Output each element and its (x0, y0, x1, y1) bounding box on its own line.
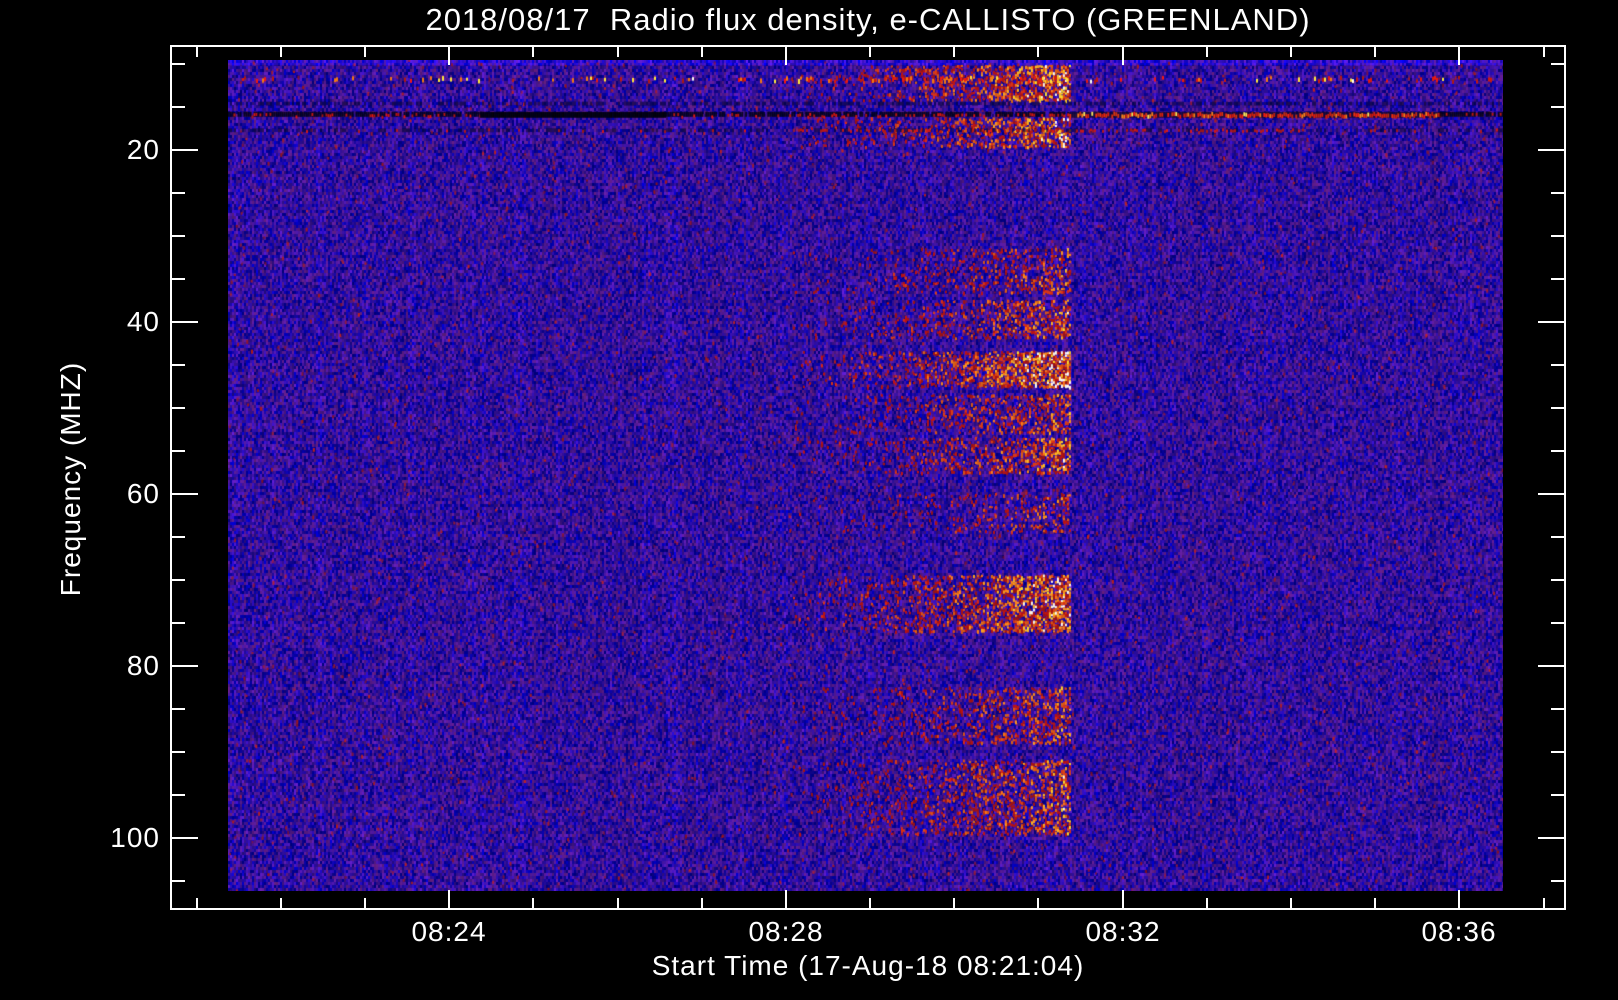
y-axis-tick (172, 665, 198, 667)
y-axis-tick (1551, 751, 1564, 753)
x-axis-tick (364, 898, 366, 908)
x-axis-tick (617, 898, 619, 908)
y-axis-tick (172, 106, 185, 108)
y-axis-tick (172, 235, 185, 237)
y-axis-title: Frequency (MHZ) (55, 361, 86, 597)
y-axis-tick (1538, 493, 1564, 495)
x-axis-tick (532, 898, 534, 908)
x-axis-tick (364, 47, 366, 57)
y-axis-tick (1538, 321, 1564, 323)
x-axis-tick (785, 890, 787, 908)
x-axis-title: Start Time (17-Aug-18 08:21:04) (651, 950, 1085, 981)
x-axis-tick (1543, 898, 1545, 908)
x-tick-label: 08:36 (1421, 916, 1497, 947)
y-tick-label: 80 (126, 650, 160, 681)
x-axis-tick (701, 898, 703, 908)
x-tick-label: 08:28 (748, 916, 824, 947)
y-axis-tick (1538, 665, 1564, 667)
x-axis-tick (1206, 898, 1208, 908)
y-axis-tick (172, 794, 185, 796)
y-axis-tick (1551, 407, 1564, 409)
y-axis-tick (172, 364, 185, 366)
y-axis-tick (172, 63, 185, 65)
x-axis-tick (1290, 47, 1292, 57)
y-axis-tick (1551, 278, 1564, 280)
x-axis-tick (701, 47, 703, 57)
x-axis-tick (617, 47, 619, 57)
x-axis-tick (1206, 47, 1208, 57)
x-axis-tick (196, 47, 198, 57)
x-tick-label: 08:24 (411, 916, 487, 947)
y-tick-label: 40 (126, 306, 160, 337)
y-axis-tick (172, 493, 198, 495)
x-axis-tick (1458, 47, 1460, 65)
x-axis-tick (1037, 898, 1039, 908)
y-axis-tick (1538, 837, 1564, 839)
y-tick-label: 20 (126, 134, 160, 165)
y-axis-tick (1538, 149, 1564, 151)
y-axis-tick (172, 880, 185, 882)
x-axis-tick (953, 47, 955, 57)
y-axis-tick (1551, 622, 1564, 624)
x-axis-tick (869, 47, 871, 57)
x-axis-tick (1037, 47, 1039, 57)
x-axis-tick (869, 898, 871, 908)
x-axis-tick (448, 47, 450, 65)
x-axis-tick (280, 898, 282, 908)
y-axis-tick (1551, 536, 1564, 538)
x-axis-tick (953, 898, 955, 908)
y-tick-label: 60 (126, 478, 160, 509)
y-axis-tick (1551, 235, 1564, 237)
y-axis-tick (172, 321, 198, 323)
y-axis-tick (172, 278, 185, 280)
y-axis-tick (172, 708, 185, 710)
y-axis-tick (172, 622, 185, 624)
y-axis-tick (172, 536, 185, 538)
y-axis-tick (1551, 106, 1564, 108)
x-axis-tick (280, 47, 282, 57)
y-axis-tick (1551, 579, 1564, 581)
y-tick-label: 100 (110, 822, 160, 853)
y-axis-tick (1551, 794, 1564, 796)
y-axis-tick (172, 751, 185, 753)
y-axis-tick (1551, 364, 1564, 366)
x-axis-tick (785, 47, 787, 65)
x-axis-tick (1374, 898, 1376, 908)
y-axis-tick (172, 192, 185, 194)
x-axis-tick (532, 47, 534, 57)
x-axis-tick (1458, 890, 1460, 908)
x-axis-tick (1374, 47, 1376, 57)
x-tick-label: 08:32 (1085, 916, 1161, 947)
x-axis-tick (1543, 47, 1545, 57)
x-axis-tick (196, 898, 198, 908)
y-axis-tick (172, 450, 185, 452)
y-axis-tick (172, 149, 198, 151)
x-axis-tick (1122, 47, 1124, 65)
y-axis-tick (172, 407, 185, 409)
y-axis-tick (172, 579, 185, 581)
y-axis-tick (1551, 708, 1564, 710)
plot-title: 2018/08/17 Radio flux density, e-CALLIST… (425, 2, 1311, 37)
y-axis-tick (172, 837, 198, 839)
x-axis-tick (1122, 890, 1124, 908)
y-axis-tick (1551, 63, 1564, 65)
x-axis-tick (1290, 898, 1292, 908)
y-axis-tick (1551, 880, 1564, 882)
spectrogram-image (228, 60, 1503, 891)
y-axis-tick (1551, 192, 1564, 194)
x-axis-tick (448, 890, 450, 908)
y-axis-tick (1551, 450, 1564, 452)
